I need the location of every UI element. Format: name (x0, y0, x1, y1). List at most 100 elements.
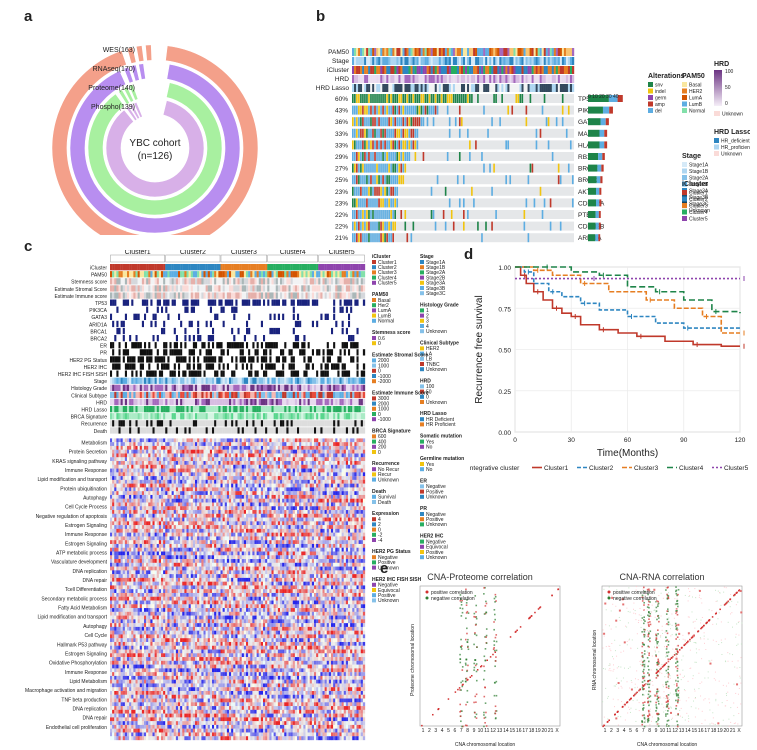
annotation-cell (305, 292, 308, 299)
annotation-cell (331, 413, 334, 420)
alteration-cell (392, 186, 394, 196)
annotation-cell (124, 420, 128, 427)
annotation-cell (222, 413, 225, 420)
annotation-cell (277, 391, 281, 399)
annotation-cell (316, 356, 319, 363)
alteration-cell (386, 198, 388, 208)
annotation-cell (250, 413, 253, 420)
expression-cell (333, 442, 336, 447)
annotation-cell (354, 349, 357, 356)
expression-cell (237, 449, 240, 454)
track-cell (432, 75, 435, 83)
alteration-cell (380, 186, 382, 196)
track-cell (519, 57, 522, 65)
annotation-cell (220, 278, 223, 285)
annotation-cell (116, 320, 119, 328)
annotation-cell (124, 313, 128, 320)
annotation-cell (180, 377, 183, 384)
annotation-cell (190, 306, 194, 313)
expression-cell (301, 453, 304, 458)
alteration-cell (458, 105, 461, 115)
expression-cell (286, 457, 289, 462)
annotation-cell (311, 320, 315, 328)
annotation-cell (294, 370, 298, 377)
expression-cell (182, 445, 185, 450)
legend-swatch (682, 108, 687, 113)
annotation-cell (192, 292, 196, 299)
annotation-cell (171, 391, 174, 399)
expression-cell (201, 442, 204, 447)
expression-cell (231, 449, 234, 454)
track-cell (551, 84, 555, 92)
expression-cell (350, 438, 353, 443)
annotation-cell (216, 356, 219, 363)
legend-item: Unknown (721, 152, 742, 158)
track-cell (525, 84, 528, 92)
annotation-cell (146, 342, 149, 349)
track-cell (507, 66, 510, 74)
annotation-cell (292, 363, 296, 370)
expression-cell (335, 453, 338, 458)
annotation-cell (186, 349, 189, 356)
track-cell (545, 75, 548, 83)
track-cell (394, 48, 397, 56)
annotation-cell (197, 299, 200, 306)
annotation-cell (239, 370, 242, 377)
annotation-cell (112, 406, 115, 413)
annotation-cell (197, 342, 200, 349)
annotation-cell (120, 327, 123, 335)
annotation-cell (110, 349, 113, 356)
annotation-cell (356, 327, 359, 335)
track-cell (366, 57, 369, 65)
annotation-cell (360, 356, 364, 363)
annotation-cell (182, 292, 185, 299)
annotation-cell (248, 427, 251, 434)
track-cell (529, 57, 532, 65)
annotation-cell (246, 363, 249, 370)
annotation-cell (207, 363, 211, 370)
annotation-cell (271, 292, 274, 299)
expression-cell (112, 464, 115, 469)
annotation-cell (326, 313, 330, 320)
alteration-cell (507, 105, 510, 115)
annotation-cell (135, 320, 138, 328)
annotation-cell (275, 342, 279, 349)
expression-cell (120, 445, 123, 450)
annotation-cell (207, 278, 211, 285)
annotation-cell (256, 299, 259, 306)
expression-cell (235, 457, 238, 462)
annotation-cell (337, 320, 340, 328)
expression-cell (218, 445, 221, 450)
expression-cell (137, 449, 140, 454)
annotation-cell (116, 292, 119, 299)
annotation-cell (220, 420, 223, 427)
annotation-cell (318, 398, 321, 406)
annotation-cell (218, 342, 221, 349)
annotation-cell (163, 406, 166, 413)
annotation-cell (201, 271, 204, 278)
annotation-cell (182, 427, 185, 434)
track-cell (370, 66, 373, 74)
annotation-cell (229, 278, 232, 285)
annotation-cell (305, 299, 308, 306)
alteration-cell (362, 152, 364, 161)
annotation-cell (235, 327, 238, 335)
expression-cell (258, 442, 262, 447)
alteration-cell (374, 233, 376, 243)
annotation-cell (263, 313, 266, 320)
track-cell (450, 75, 454, 83)
track-cell (432, 48, 435, 56)
legend-title: Stage (682, 153, 701, 160)
annotation-cell (180, 398, 183, 406)
annotation-cell (277, 413, 281, 420)
annotation-cell (305, 377, 308, 384)
annotation-cell (309, 370, 313, 377)
annotation-cell (118, 398, 121, 406)
annotation-cell (235, 278, 238, 285)
expression-cell (207, 442, 211, 447)
annotation-cell (158, 349, 162, 356)
track-cell (539, 75, 542, 83)
alteration-cell (362, 221, 364, 231)
track-cell (565, 84, 569, 92)
annotation-cell (114, 413, 117, 420)
